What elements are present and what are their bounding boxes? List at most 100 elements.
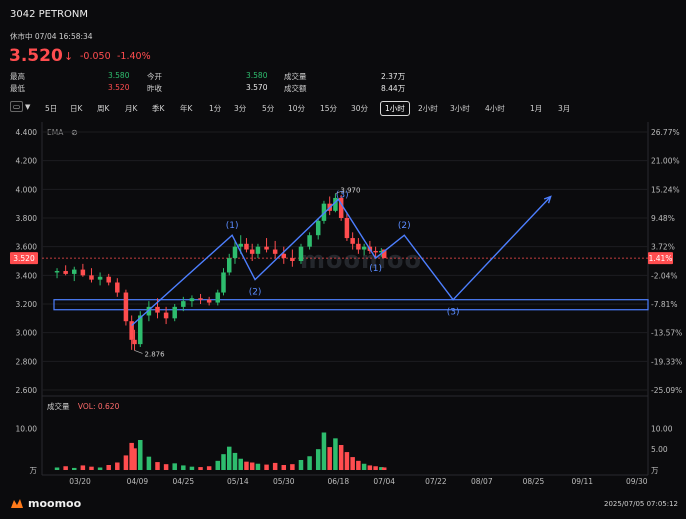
pct-tick-label: -2.04% bbox=[651, 271, 678, 280]
current-pct-tag-label: 1.41% bbox=[649, 254, 673, 263]
tab-timeframe-5[interactable]: 年K bbox=[180, 104, 193, 113]
volume-bar bbox=[63, 466, 68, 470]
candle-body bbox=[307, 235, 312, 247]
candle-body bbox=[198, 298, 203, 300]
volume-value: 2.37万 bbox=[381, 72, 406, 81]
volume-bar bbox=[72, 467, 77, 470]
volume-bar bbox=[344, 452, 350, 470]
volume-tick-label: 10.00 bbox=[16, 424, 38, 433]
candle-body bbox=[54, 271, 60, 273]
x-tick-label: 07/04 bbox=[373, 477, 395, 486]
pct-tick-label: 3.72% bbox=[651, 243, 675, 252]
pct-tick-label: 26.77% bbox=[651, 128, 680, 137]
volume-bar bbox=[138, 440, 143, 470]
volume-bar bbox=[373, 466, 378, 470]
x-tick-label: 04/25 bbox=[173, 477, 195, 486]
x-tick-label: 05/14 bbox=[227, 477, 249, 486]
tab-timeframe-4[interactable]: 季K bbox=[152, 104, 165, 113]
open-value: 3.580 bbox=[246, 71, 268, 80]
volume-bar bbox=[189, 466, 195, 470]
elliott-wave-label: (3) bbox=[336, 190, 349, 200]
elliott-wave-label: (3) bbox=[447, 308, 460, 318]
price-tick-label: 2.600 bbox=[16, 386, 38, 395]
candle-body bbox=[132, 339, 137, 345]
tab-timeframe-13[interactable]: 2小时 bbox=[418, 104, 438, 113]
moomoo-logo-icon bbox=[10, 495, 24, 509]
pct-tick-label: -25.09% bbox=[651, 386, 682, 395]
tab-timeframe-16[interactable]: 1月 bbox=[530, 104, 543, 113]
price-change: -0.050 bbox=[80, 51, 111, 62]
candle-body bbox=[244, 243, 249, 250]
current-price: 3.520 bbox=[9, 46, 63, 66]
volume-bar bbox=[206, 466, 212, 470]
price-change-pct: -1.40% bbox=[117, 51, 151, 62]
tab-timeframe-1[interactable]: 日K bbox=[70, 104, 83, 113]
pct-tick-label: 9.48% bbox=[651, 214, 675, 223]
volume-bar bbox=[361, 463, 367, 470]
candle-body bbox=[255, 246, 261, 254]
volume-bar bbox=[123, 455, 129, 470]
x-tick-label: 08/25 bbox=[523, 477, 545, 486]
candle-body bbox=[226, 258, 232, 273]
elliott-wave-label: (2) bbox=[249, 288, 262, 298]
open-label: 今开 bbox=[147, 72, 162, 81]
volume-bar bbox=[264, 464, 269, 470]
market-status: 休市中 07/04 16:58:34 bbox=[10, 32, 93, 41]
tab-timeframe-14[interactable]: 3小时 bbox=[450, 104, 470, 113]
elliott-wave-label: (2) bbox=[398, 221, 411, 231]
volume-bar bbox=[298, 460, 304, 470]
support-zone-box[interactable] bbox=[53, 299, 649, 311]
price-tick-label: 4.400 bbox=[16, 128, 38, 137]
prev-close-value: 3.570 bbox=[246, 83, 268, 92]
tab-timeframe-10[interactable]: 15分 bbox=[320, 104, 338, 113]
candle-body bbox=[290, 258, 295, 261]
candle-body bbox=[350, 238, 355, 244]
candle-body bbox=[181, 301, 186, 307]
tab-timeframe-6[interactable]: 1分 bbox=[209, 104, 222, 113]
tab-timeframe-15[interactable]: 4小时 bbox=[485, 104, 505, 113]
elliott-wave-label: (1) bbox=[369, 264, 382, 274]
chevron-down-icon[interactable]: ▼ bbox=[25, 103, 31, 111]
tab-timeframe-7[interactable]: 3分 bbox=[234, 104, 247, 113]
volume-bar bbox=[281, 465, 287, 470]
candle-body bbox=[123, 292, 129, 322]
volume-bar bbox=[155, 462, 160, 470]
tab-timeframe-17[interactable]: 3月 bbox=[558, 104, 571, 113]
candle-body bbox=[344, 218, 350, 239]
prev-close-label: 昨收 bbox=[147, 84, 162, 93]
tab-timeframe-11[interactable]: 30分 bbox=[351, 104, 369, 113]
elliott-wave-path[interactable] bbox=[131, 196, 552, 327]
volume-tick-label-right: 5.00 bbox=[651, 445, 668, 454]
candle-body bbox=[381, 249, 387, 259]
candle-body bbox=[172, 306, 177, 319]
candle-body bbox=[379, 250, 384, 253]
candle-body bbox=[298, 246, 304, 261]
tab-timeframe-2[interactable]: 周K bbox=[97, 104, 110, 113]
pct-tick-label: -7.81% bbox=[651, 300, 678, 309]
volume-title: 成交量 bbox=[47, 402, 70, 411]
candle-body bbox=[129, 321, 134, 340]
current-pct-tag bbox=[648, 252, 673, 265]
x-tick-label: 09/11 bbox=[571, 477, 593, 486]
x-tick-label: 06/18 bbox=[327, 477, 349, 486]
pct-tick-label: -13.57% bbox=[651, 329, 682, 338]
tab-timeframe-0[interactable]: 5日 bbox=[45, 104, 58, 113]
price-tick-label: 2.800 bbox=[16, 357, 38, 366]
price-tick-label: 4.200 bbox=[16, 157, 38, 166]
tab-timeframe-8[interactable]: 5分 bbox=[262, 104, 275, 113]
tab-timeframe-12[interactable]: 1小时 bbox=[380, 101, 410, 116]
candle-body bbox=[361, 246, 367, 250]
volume-bar bbox=[379, 467, 384, 470]
candle-body bbox=[138, 315, 143, 345]
layout-icon[interactable]: ▭ bbox=[10, 101, 24, 112]
x-tick-label: 08/07 bbox=[471, 477, 493, 486]
high-annotation: 3.970 bbox=[340, 187, 360, 195]
tab-timeframe-9[interactable]: 10分 bbox=[288, 104, 306, 113]
volume-bar bbox=[238, 458, 243, 470]
timestamp: 2025/07/05 07:05:12 bbox=[604, 500, 679, 508]
volume-bar bbox=[381, 467, 387, 470]
candle-body bbox=[238, 243, 243, 247]
tab-timeframe-3[interactable]: 月K bbox=[125, 104, 138, 113]
low-marker-line bbox=[134, 350, 143, 354]
